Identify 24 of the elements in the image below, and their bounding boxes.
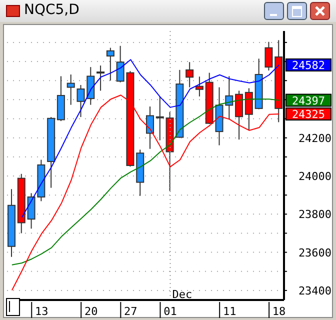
candlestick [264, 41, 273, 71]
candlestick [156, 96, 164, 141]
x-tick-label: 18 [272, 305, 286, 318]
y-tick-label: 23600 [298, 246, 332, 260]
candlestick [146, 106, 154, 150]
y-tick-label: 23800 [298, 208, 332, 222]
y-tick-label: 23400 [298, 284, 332, 298]
y-tick-label: 24200 [298, 132, 332, 145]
x-tick-label: 11 [222, 305, 236, 318]
ref-line-label: Dec [172, 288, 192, 301]
x-tick-label: 13 [35, 305, 48, 318]
chart-title: NQC5,D [24, 2, 80, 18]
candlestick [106, 47, 114, 82]
x-tick-label: 01 [164, 305, 177, 318]
data-label: 24397 [292, 94, 326, 108]
data-label: 24582 [292, 58, 326, 72]
candlestick [66, 74, 75, 106]
data-label: 24325 [292, 108, 326, 121]
x-tick-label: 27 [124, 305, 138, 318]
candlestick [186, 62, 194, 88]
candlestick [195, 76, 204, 97]
candlestick [96, 65, 105, 92]
y-tick-label: 24000 [298, 170, 332, 183]
x-tick-label: 20 [84, 305, 98, 318]
